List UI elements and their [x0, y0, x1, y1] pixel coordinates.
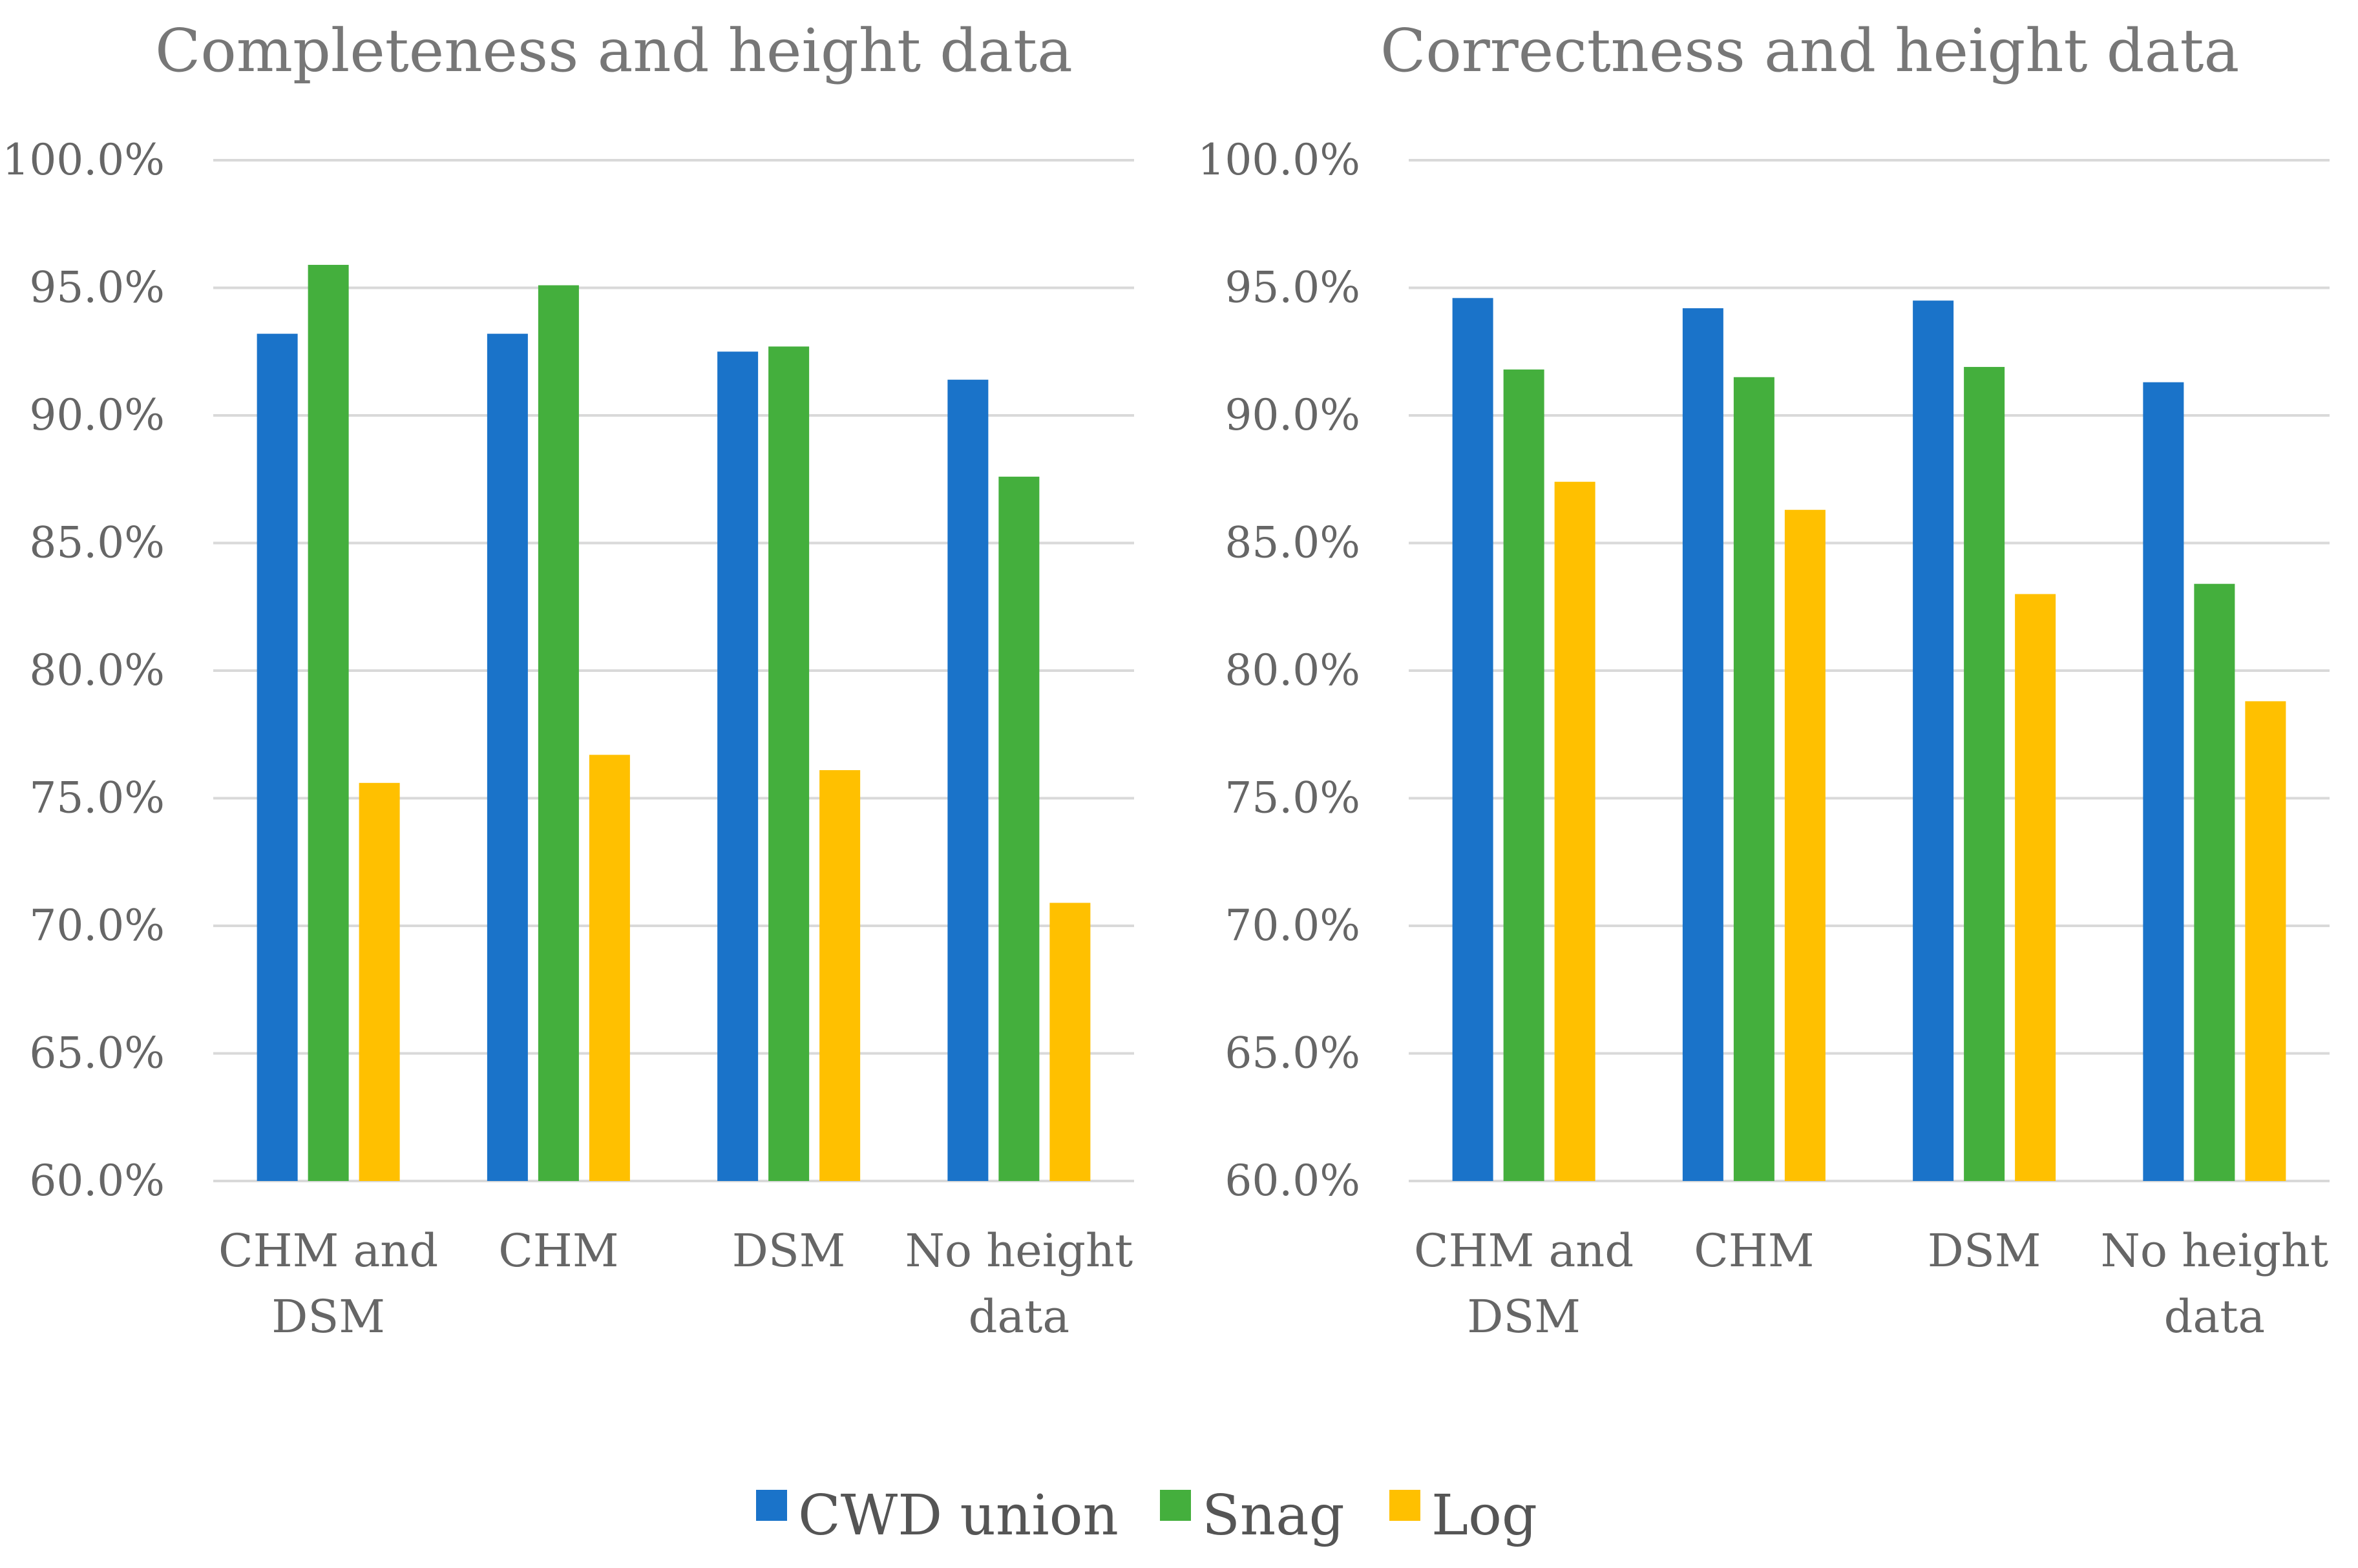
bar-cwd-union	[487, 333, 528, 1181]
y-tick-label: 70.0%	[29, 901, 165, 950]
bar-log	[589, 755, 630, 1181]
x-category-label: No height data	[2101, 1224, 2329, 1343]
bar-cwd-union	[257, 333, 298, 1181]
bar-cwd-union	[2143, 382, 2184, 1181]
chart-title-correctness: Correctness and height data	[1380, 16, 2239, 85]
y-tick-label: 85.0%	[1225, 518, 1360, 568]
y-tick-label: 60.0%	[1225, 1156, 1360, 1206]
correctness-chart: Correctness and height data 100.0% 95.0% 9…	[1197, 16, 2330, 1343]
bar-log	[2015, 594, 2056, 1181]
x-category-label: No height data	[905, 1224, 1133, 1343]
y-tick-label: 100.0%	[1197, 135, 1360, 185]
y-tick-label: 60.0%	[29, 1156, 165, 1206]
legend-swatch-snag	[1160, 1490, 1191, 1521]
bar-snag	[1503, 369, 1544, 1181]
y-tick-label: 75.0%	[29, 773, 165, 823]
bar-log	[1554, 481, 1595, 1182]
x-category-label: DSM	[1928, 1224, 2041, 1277]
y-tick-label: 90.0%	[29, 390, 165, 440]
legend-label: CWD union	[798, 1483, 1119, 1548]
y-tick-label: 95.0%	[29, 263, 165, 313]
y-tick-label: 90.0%	[1225, 390, 1360, 440]
x-category-label: DSM	[732, 1224, 846, 1277]
legend-swatch-cwd-union	[756, 1490, 787, 1521]
y-tick-label: 85.0%	[29, 518, 165, 568]
completeness-chart: Completeness and height data 100.0% 95.0%…	[2, 16, 1134, 1343]
bar-cwd-union	[1682, 308, 1723, 1182]
bar-snag	[538, 285, 579, 1181]
bar-cwd-union	[1913, 300, 1954, 1181]
y-tick-label: 80.0%	[1225, 645, 1360, 695]
y-tick-label: 65.0%	[29, 1029, 165, 1078]
bar-log	[359, 782, 400, 1181]
bar-snag	[1733, 377, 1774, 1181]
bar-cwd-union	[947, 379, 989, 1182]
bar-snag	[2194, 583, 2235, 1181]
bar-cwd-union	[717, 351, 759, 1181]
bar-snag	[308, 264, 349, 1182]
chart-title-completeness: Completeness and height data	[155, 16, 1073, 85]
y-tick-label: 75.0%	[1225, 773, 1360, 823]
x-category-label: CHM and DSM	[1414, 1224, 1634, 1343]
x-category-label: CHM	[498, 1224, 618, 1277]
bar-cwd-union	[1452, 298, 1493, 1181]
y-tick-label: 65.0%	[1225, 1029, 1360, 1078]
bar-log	[1784, 510, 1826, 1181]
y-tick-label: 70.0%	[1225, 901, 1360, 950]
legend-label: Snag	[1202, 1483, 1345, 1548]
legend-label: Log	[1431, 1483, 1537, 1548]
legend-swatch-log	[1389, 1490, 1420, 1521]
bar-log	[2245, 701, 2286, 1181]
bar-log	[819, 770, 861, 1181]
x-category-label: CHM	[1694, 1224, 1814, 1277]
y-tick-label: 95.0%	[1225, 263, 1360, 313]
y-tick-label: 100.0%	[2, 135, 165, 185]
x-category-label: CHM and DSM	[218, 1224, 438, 1343]
y-tick-label: 80.0%	[29, 645, 165, 695]
bar-snag	[768, 346, 810, 1181]
legend: CWD union Snag Log	[756, 1483, 1537, 1548]
bar-snag	[998, 476, 1040, 1181]
bar-log	[1049, 903, 1091, 1181]
bar-snag	[1964, 366, 2005, 1182]
